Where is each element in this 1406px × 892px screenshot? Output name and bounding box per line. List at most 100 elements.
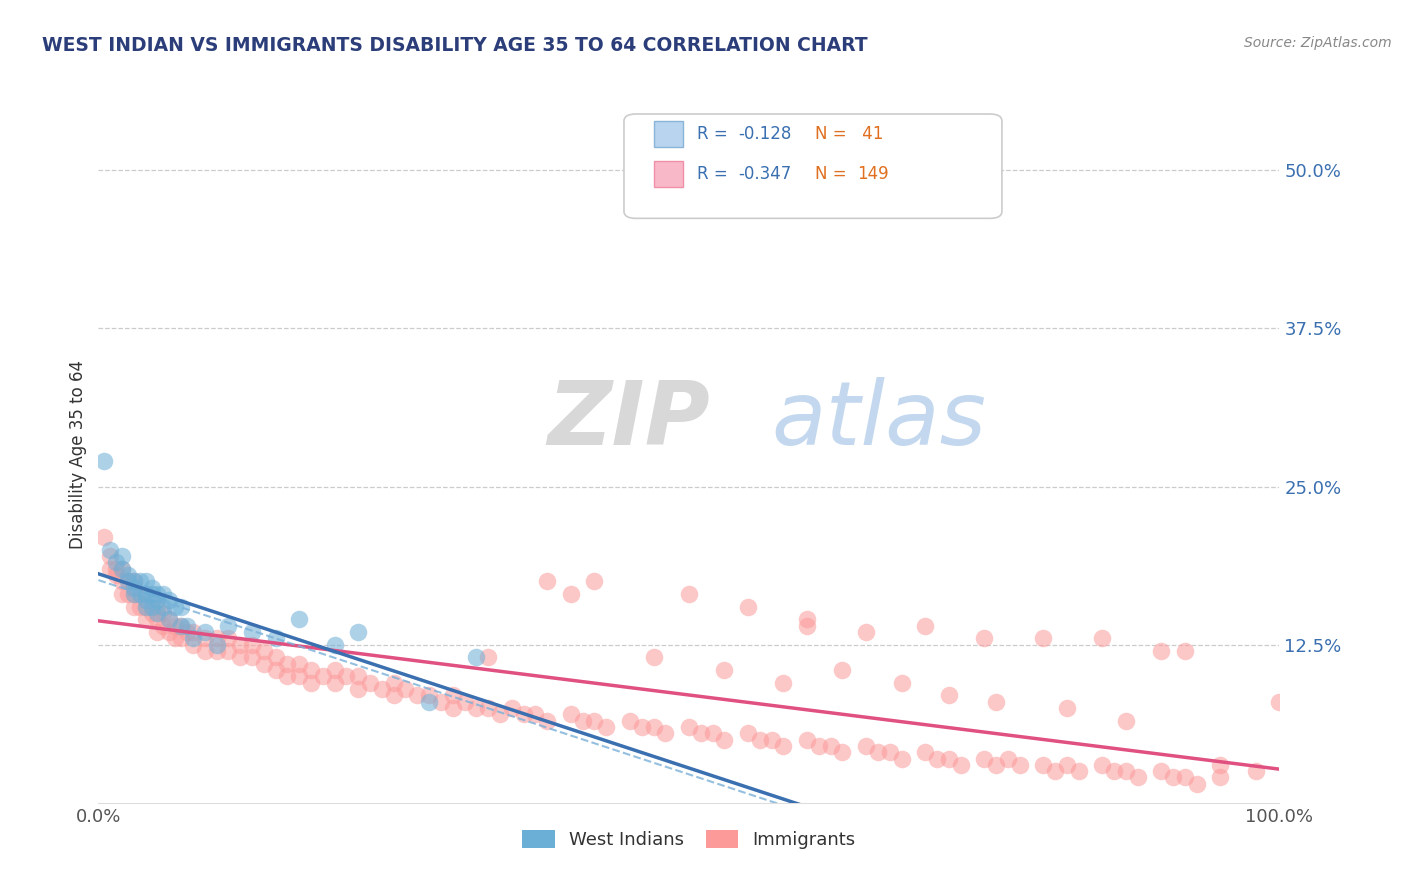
Point	[117, 587, 139, 601]
Point	[689, 726, 711, 740]
Point	[890, 675, 912, 690]
Point	[560, 587, 582, 601]
Point	[288, 669, 311, 683]
Point	[240, 650, 263, 665]
Point	[253, 657, 276, 671]
Point	[938, 688, 960, 702]
Point	[914, 745, 936, 759]
Point	[347, 681, 370, 696]
Point	[489, 707, 512, 722]
Point	[135, 587, 157, 601]
Point	[879, 745, 901, 759]
Text: -0.128: -0.128	[738, 125, 792, 144]
Point	[371, 681, 394, 696]
Point	[761, 732, 783, 747]
Point	[914, 618, 936, 632]
Point	[264, 663, 287, 677]
Point	[98, 549, 121, 563]
Point	[157, 612, 180, 626]
Point	[146, 625, 169, 640]
Point	[229, 638, 252, 652]
Point	[571, 714, 593, 728]
Point	[1174, 644, 1197, 658]
Point	[146, 612, 169, 626]
Point	[536, 714, 558, 728]
Point	[288, 612, 311, 626]
Point	[146, 599, 169, 614]
Point	[111, 562, 134, 576]
Point	[619, 714, 641, 728]
Point	[1185, 777, 1208, 791]
Point	[146, 593, 169, 607]
Point	[643, 650, 665, 665]
Point	[181, 638, 204, 652]
Point	[855, 739, 877, 753]
Point	[93, 454, 115, 468]
Text: atlas: atlas	[772, 377, 987, 463]
Point	[654, 726, 676, 740]
Point	[583, 714, 606, 728]
Point	[973, 632, 995, 646]
Point	[1209, 771, 1232, 785]
Point	[240, 625, 263, 640]
Point	[1008, 757, 1031, 772]
Point	[973, 751, 995, 765]
Point	[194, 644, 217, 658]
Point	[181, 625, 204, 640]
Point	[117, 568, 139, 582]
Text: Source: ZipAtlas.com: Source: ZipAtlas.com	[1244, 36, 1392, 50]
Point	[382, 675, 405, 690]
Point	[217, 618, 239, 632]
Point	[194, 632, 217, 646]
Point	[406, 688, 429, 702]
Point	[678, 720, 700, 734]
Point	[453, 695, 475, 709]
Point	[866, 745, 889, 759]
Y-axis label: Disability Age 35 to 64: Disability Age 35 to 64	[69, 360, 87, 549]
Point	[1043, 764, 1066, 779]
Point	[170, 632, 193, 646]
Point	[737, 599, 759, 614]
Point	[217, 632, 239, 646]
Legend: West Indians, Immigrants: West Indians, Immigrants	[515, 822, 863, 856]
FancyBboxPatch shape	[624, 114, 1002, 219]
Point	[205, 644, 228, 658]
Point	[1091, 632, 1114, 646]
Text: ZIP: ZIP	[547, 376, 710, 464]
Point	[323, 638, 346, 652]
Point	[772, 675, 794, 690]
Point	[205, 638, 228, 652]
Point	[117, 574, 139, 589]
Point	[441, 688, 464, 702]
Point	[477, 701, 499, 715]
Point	[984, 757, 1007, 772]
Point	[820, 739, 842, 753]
Point	[831, 745, 853, 759]
Point	[135, 612, 157, 626]
Point	[702, 726, 724, 740]
Point	[524, 707, 547, 722]
Point	[194, 625, 217, 640]
Text: 149: 149	[856, 165, 889, 183]
Point	[276, 669, 298, 683]
Point	[122, 587, 145, 601]
Point	[1126, 771, 1149, 785]
Point	[323, 663, 346, 677]
Point	[1209, 757, 1232, 772]
Point	[997, 751, 1019, 765]
Point	[111, 587, 134, 601]
Point	[152, 606, 174, 620]
Point	[796, 612, 818, 626]
Point	[418, 695, 440, 709]
Point	[713, 663, 735, 677]
Point	[264, 650, 287, 665]
Point	[1115, 764, 1137, 779]
Point	[93, 530, 115, 544]
Point	[111, 574, 134, 589]
Point	[157, 625, 180, 640]
Point	[512, 707, 534, 722]
Text: N =: N =	[815, 165, 852, 183]
Point	[141, 606, 163, 620]
Point	[807, 739, 830, 753]
Point	[146, 606, 169, 620]
